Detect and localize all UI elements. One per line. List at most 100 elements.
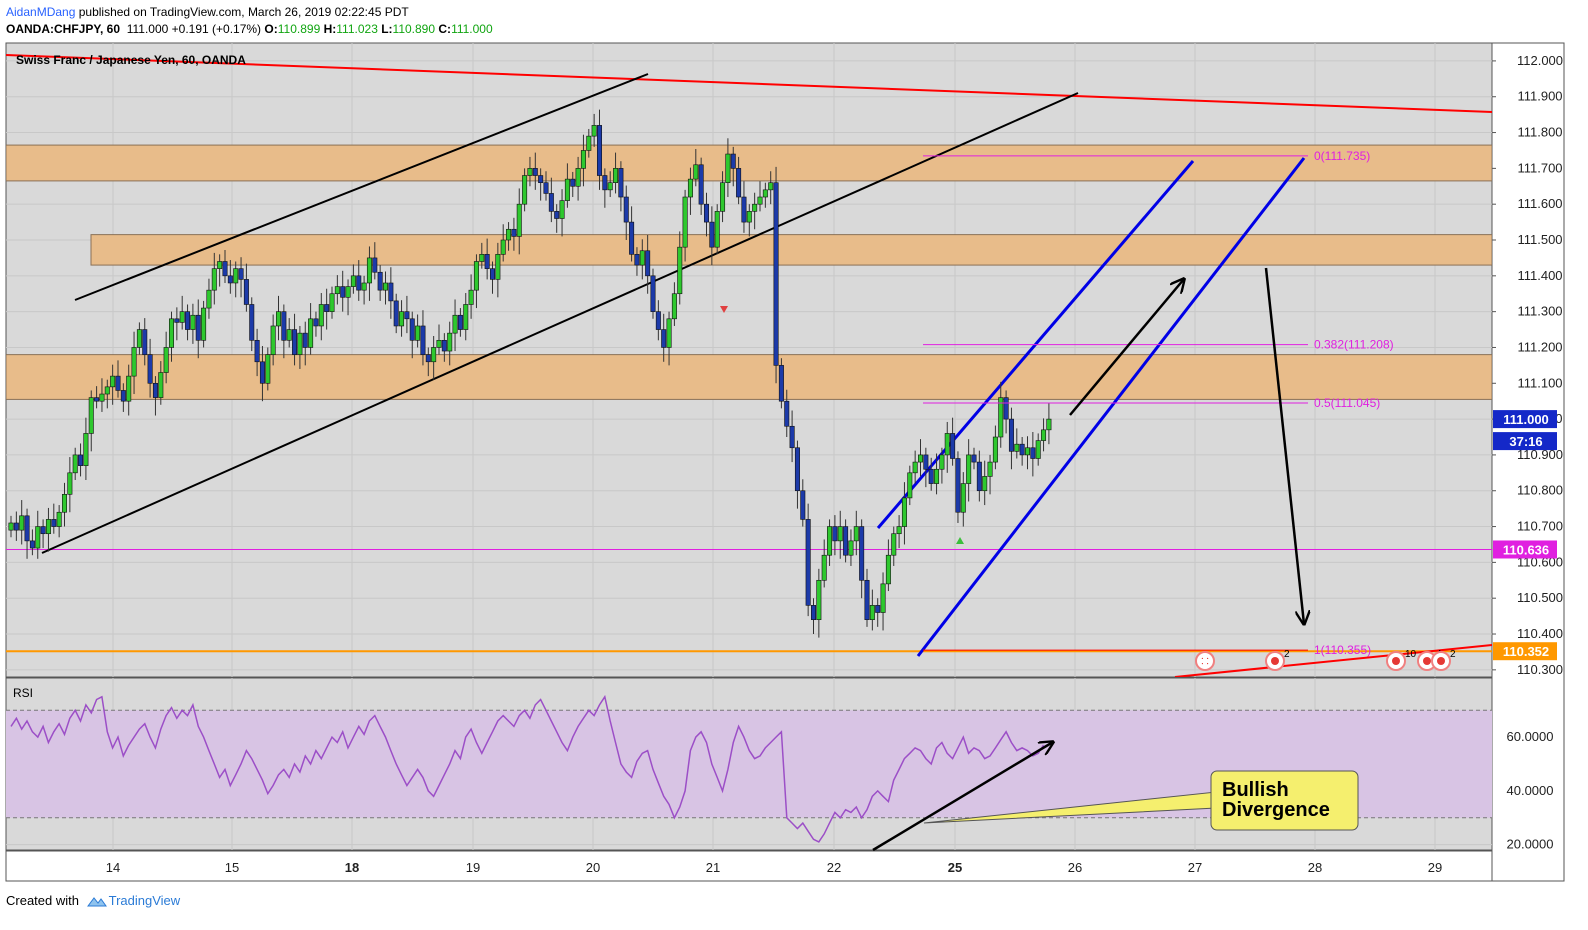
bull-candle [896,526,902,535]
bull-candle [201,307,207,341]
bear-candle [147,354,153,384]
author-link[interactable]: AidanMDang [6,5,76,19]
bull-candle [912,461,918,474]
bear-candle [778,365,784,402]
bull-candle [452,314,458,334]
bull-candle [169,318,175,348]
bear-candle [805,519,811,606]
bear-candle [340,286,346,298]
bear-candle [618,168,624,198]
bear-candle [570,178,576,187]
bear-candle [249,304,255,341]
bull-candle [522,175,528,205]
bull-candle [136,329,142,348]
bull-candle [350,275,356,287]
upper-trend-line [74,73,649,301]
bear-candle [832,526,838,542]
bear-candle [789,425,795,449]
bear-candle [698,164,704,205]
buy-signal-icon [956,537,964,544]
time-tick-label: 25 [948,860,962,875]
price-tick-label: 110.800 [1517,483,1563,498]
bear-candle [875,605,881,613]
bear-candle [94,397,100,402]
bear-candle [928,468,934,484]
bear-candle [372,257,378,273]
bull-candle [1035,440,1041,459]
event-count: 10 [1405,649,1417,660]
time-tick-label: 27 [1188,860,1202,875]
event-count: 2 [1450,649,1456,660]
bull-candle [88,397,94,434]
bull-candle [586,135,592,151]
bull-candle [516,203,522,237]
tradingview-brand[interactable]: TradingView [108,893,181,908]
bull-candle [473,261,479,291]
bear-candle [195,314,201,341]
bull-candle [762,189,768,198]
price-tick-label: 111.200 [1517,339,1562,354]
magenta-level-badge-text: 110.636 [1503,542,1549,557]
bull-candle [575,168,581,187]
orange-level-badge-bg [1493,642,1557,661]
bear-candle [554,211,560,219]
bull-candle [35,526,41,549]
bull-candle [591,125,597,137]
bear-candle [511,228,517,237]
bear-candle [741,196,747,223]
bear-candle [457,314,463,330]
sell-signal-icon [720,306,728,313]
bull-candle [757,196,763,205]
bear-candle [489,268,495,280]
bull-candle [982,476,988,492]
bull-candle [607,182,613,191]
rsi-divergence-arrow [872,742,1053,852]
created-with-text: Created with [6,893,79,908]
bull-candle [934,468,940,484]
bear-candle [1030,447,1036,459]
bear-candle [115,375,121,391]
bear-candle [324,304,330,312]
bear-candle [259,361,265,384]
bull-candle [479,254,485,262]
bear-candle [736,168,742,198]
bear-candle [730,153,736,169]
bull-candle [104,386,110,395]
bull-candle [987,461,993,477]
time-tick-label: 19 [466,860,480,875]
high-label: H: [323,22,337,36]
bull-candle [45,519,51,535]
bull-candle [891,533,897,556]
bull-candle [827,526,833,556]
bull-candle [639,250,645,266]
time-tick-label: 15 [225,860,239,875]
bull-candle [1046,418,1052,431]
close-label: C: [438,22,452,36]
bear-candle [629,221,635,255]
bull-candle [944,433,950,456]
bull-candle [361,282,367,291]
last-price: 111.000 [126,22,169,36]
event-marker-dot [1437,657,1445,665]
bear-candle [532,168,538,176]
open-label: O: [264,22,278,36]
bull-candle [725,153,731,183]
bull-candle [693,164,699,180]
price-tick-label: 110.700 [1517,519,1563,534]
rsi-label: RSI [13,686,33,700]
bull-candle [83,433,89,466]
bear-candle [388,282,394,302]
bear-candle [281,311,287,341]
bear-candle [152,382,158,398]
bull-candle [211,268,217,291]
bear-candle [142,329,148,355]
rsi-tick-label: 60.0000 [1507,729,1554,744]
price-axis[interactable] [1491,42,1565,882]
sr-zones [6,144,1492,400]
bull-candle [720,182,726,212]
bear-candle [703,203,709,223]
bull-candle [318,304,324,327]
bull-candle [163,347,169,373]
bull-candle [666,318,672,348]
